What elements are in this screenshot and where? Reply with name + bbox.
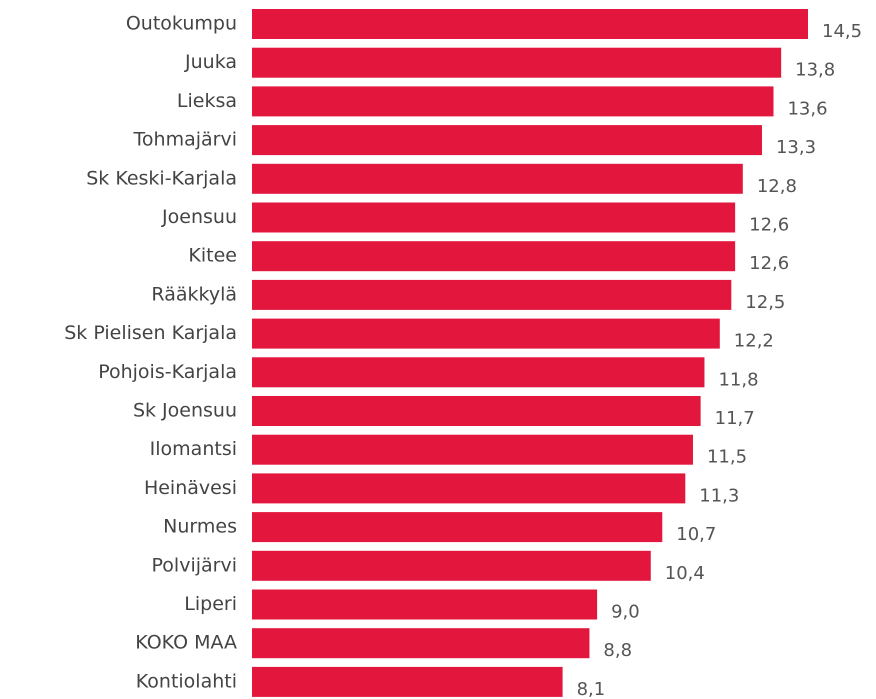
- data-label: 11,3: [699, 485, 739, 506]
- data-label: 11,5: [707, 447, 747, 468]
- data-label: 12,2: [734, 331, 774, 352]
- category-label: Tohmajärvi: [133, 129, 237, 151]
- data-label: 13,6: [787, 98, 827, 119]
- data-label: 12,5: [745, 292, 785, 313]
- category-label: Joensuu: [161, 206, 237, 228]
- data-label: 8,1: [577, 679, 606, 699]
- data-label: 12,6: [749, 253, 789, 274]
- data-label: 13,8: [795, 60, 835, 81]
- bar: [252, 512, 663, 543]
- category-label: Kitee: [188, 245, 237, 267]
- category-label: Nurmes: [163, 516, 237, 538]
- bar: [252, 163, 743, 194]
- bar: [252, 86, 774, 117]
- data-label: 8,8: [603, 640, 632, 661]
- bar: [252, 473, 686, 504]
- bar: [252, 589, 598, 620]
- category-label: KOKO MAA: [135, 632, 237, 654]
- category-label: Heinävesi: [144, 477, 237, 499]
- bar: [252, 47, 782, 78]
- category-label: Rääkkylä: [151, 283, 237, 305]
- data-label: 10,4: [665, 563, 705, 584]
- category-label: Polvijärvi: [152, 554, 237, 576]
- bar: [252, 550, 651, 581]
- bar: [252, 241, 736, 272]
- data-label: 11,7: [715, 408, 755, 429]
- bar: [252, 396, 701, 426]
- bar: [252, 666, 563, 697]
- data-label: 9,0: [611, 602, 640, 623]
- data-label: 12,8: [757, 176, 797, 197]
- category-label: Sk Joensuu: [133, 400, 237, 422]
- bar: [252, 357, 705, 388]
- bar: [252, 9, 808, 39]
- category-label: Sk Pielisen Karjala: [64, 322, 237, 344]
- bar: [252, 125, 762, 156]
- bar: [252, 318, 720, 349]
- data-label: 12,6: [749, 215, 789, 236]
- data-label: 11,8: [718, 369, 758, 390]
- category-label: Juuka: [184, 51, 237, 73]
- category-label: Pohjois-Karjala: [98, 361, 237, 383]
- bar: [252, 279, 732, 310]
- bar: [252, 434, 693, 465]
- category-label: Kontiolahti: [136, 670, 237, 692]
- category-label: Sk Keski-Karjala: [86, 167, 237, 189]
- category-label: Ilomantsi: [150, 438, 237, 460]
- bar: [252, 628, 590, 659]
- data-label: 14,5: [822, 21, 862, 42]
- category-label: Outokumpu: [126, 13, 237, 35]
- data-label: 13,3: [776, 137, 816, 158]
- category-label: Lieksa: [177, 90, 237, 112]
- category-label: Liperi: [184, 593, 237, 615]
- data-label: 10,7: [676, 524, 716, 545]
- bar: [252, 202, 736, 233]
